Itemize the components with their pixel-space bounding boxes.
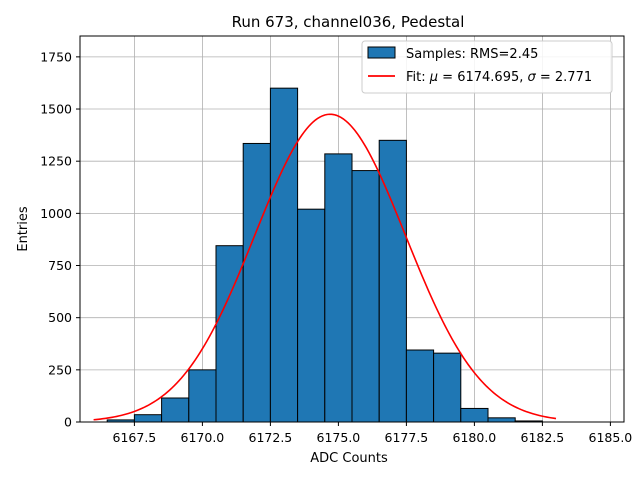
histogram-bar <box>297 208 326 423</box>
chart-title: Run 673, channel036, Pedestal <box>232 13 465 31</box>
x-axis-ticks: 6167.5 6170.0 6172.5 6175.0 6177.5 6180.0 6182… <box>113 422 633 445</box>
x-tick-label: 6185.0 <box>589 430 633 445</box>
histogram-bar <box>324 153 353 423</box>
histogram-bar <box>433 352 462 423</box>
histogram-bar <box>242 142 271 423</box>
histogram-bar <box>133 414 163 423</box>
x-tick-label: 6175.0 <box>317 430 361 445</box>
histogram-bars <box>106 87 543 423</box>
y-tick-label: 1250 <box>40 154 72 169</box>
x-tick-label: 6177.5 <box>385 430 429 445</box>
x-tick-label: 6167.5 <box>113 430 157 445</box>
histogram-bar <box>460 407 489 423</box>
x-tick-label: 6170.0 <box>181 430 225 445</box>
legend-fit-part-2: = 6174.695, <box>438 70 527 85</box>
plot-frame <box>79 35 625 423</box>
x-tick-label: 6182.5 <box>521 430 565 445</box>
histogram-bar <box>269 87 299 423</box>
legend-fit-part-3: = 2.771 <box>536 70 592 85</box>
histogram-bar <box>405 349 435 423</box>
histogram-bar <box>487 417 516 423</box>
legend-fit-mu: μ <box>429 70 438 85</box>
y-tick-label: 500 <box>48 310 72 325</box>
x-tick-label: 6172.5 <box>249 430 293 445</box>
y-tick-label: 1750 <box>40 49 72 64</box>
y-tick-label: 0 <box>64 415 72 430</box>
histogram-bar <box>161 397 190 423</box>
legend-fit-part-1: Fit: <box>406 70 430 85</box>
legend-patch-samples <box>367 46 396 59</box>
y-tick-label: 750 <box>48 258 72 273</box>
histogram-bar <box>188 369 217 423</box>
y-tick-label: 1000 <box>40 206 72 221</box>
legend: Samples: RMS=2.45 Fit: μ = 6174.695, σ =… <box>361 40 613 94</box>
y-axis-label: Entries <box>16 206 31 252</box>
y-axis-ticks: 0 250 500 750 1000 1250 1500 1750 <box>40 49 80 430</box>
legend-fit-sigma: σ <box>528 70 537 85</box>
legend-label-fit: Fit: μ = 6174.695, σ = 2.771 <box>406 70 592 85</box>
x-axis-label: ADC Counts <box>310 451 388 466</box>
legend-label-samples: Samples: RMS=2.45 <box>406 47 538 62</box>
y-tick-label: 250 <box>48 362 72 377</box>
y-tick-label: 1500 <box>40 102 72 117</box>
gaussian-fit-curve <box>93 113 557 421</box>
histogram-bar <box>351 170 380 423</box>
x-tick-label: 6180.0 <box>453 430 497 445</box>
legend-box <box>361 40 613 94</box>
